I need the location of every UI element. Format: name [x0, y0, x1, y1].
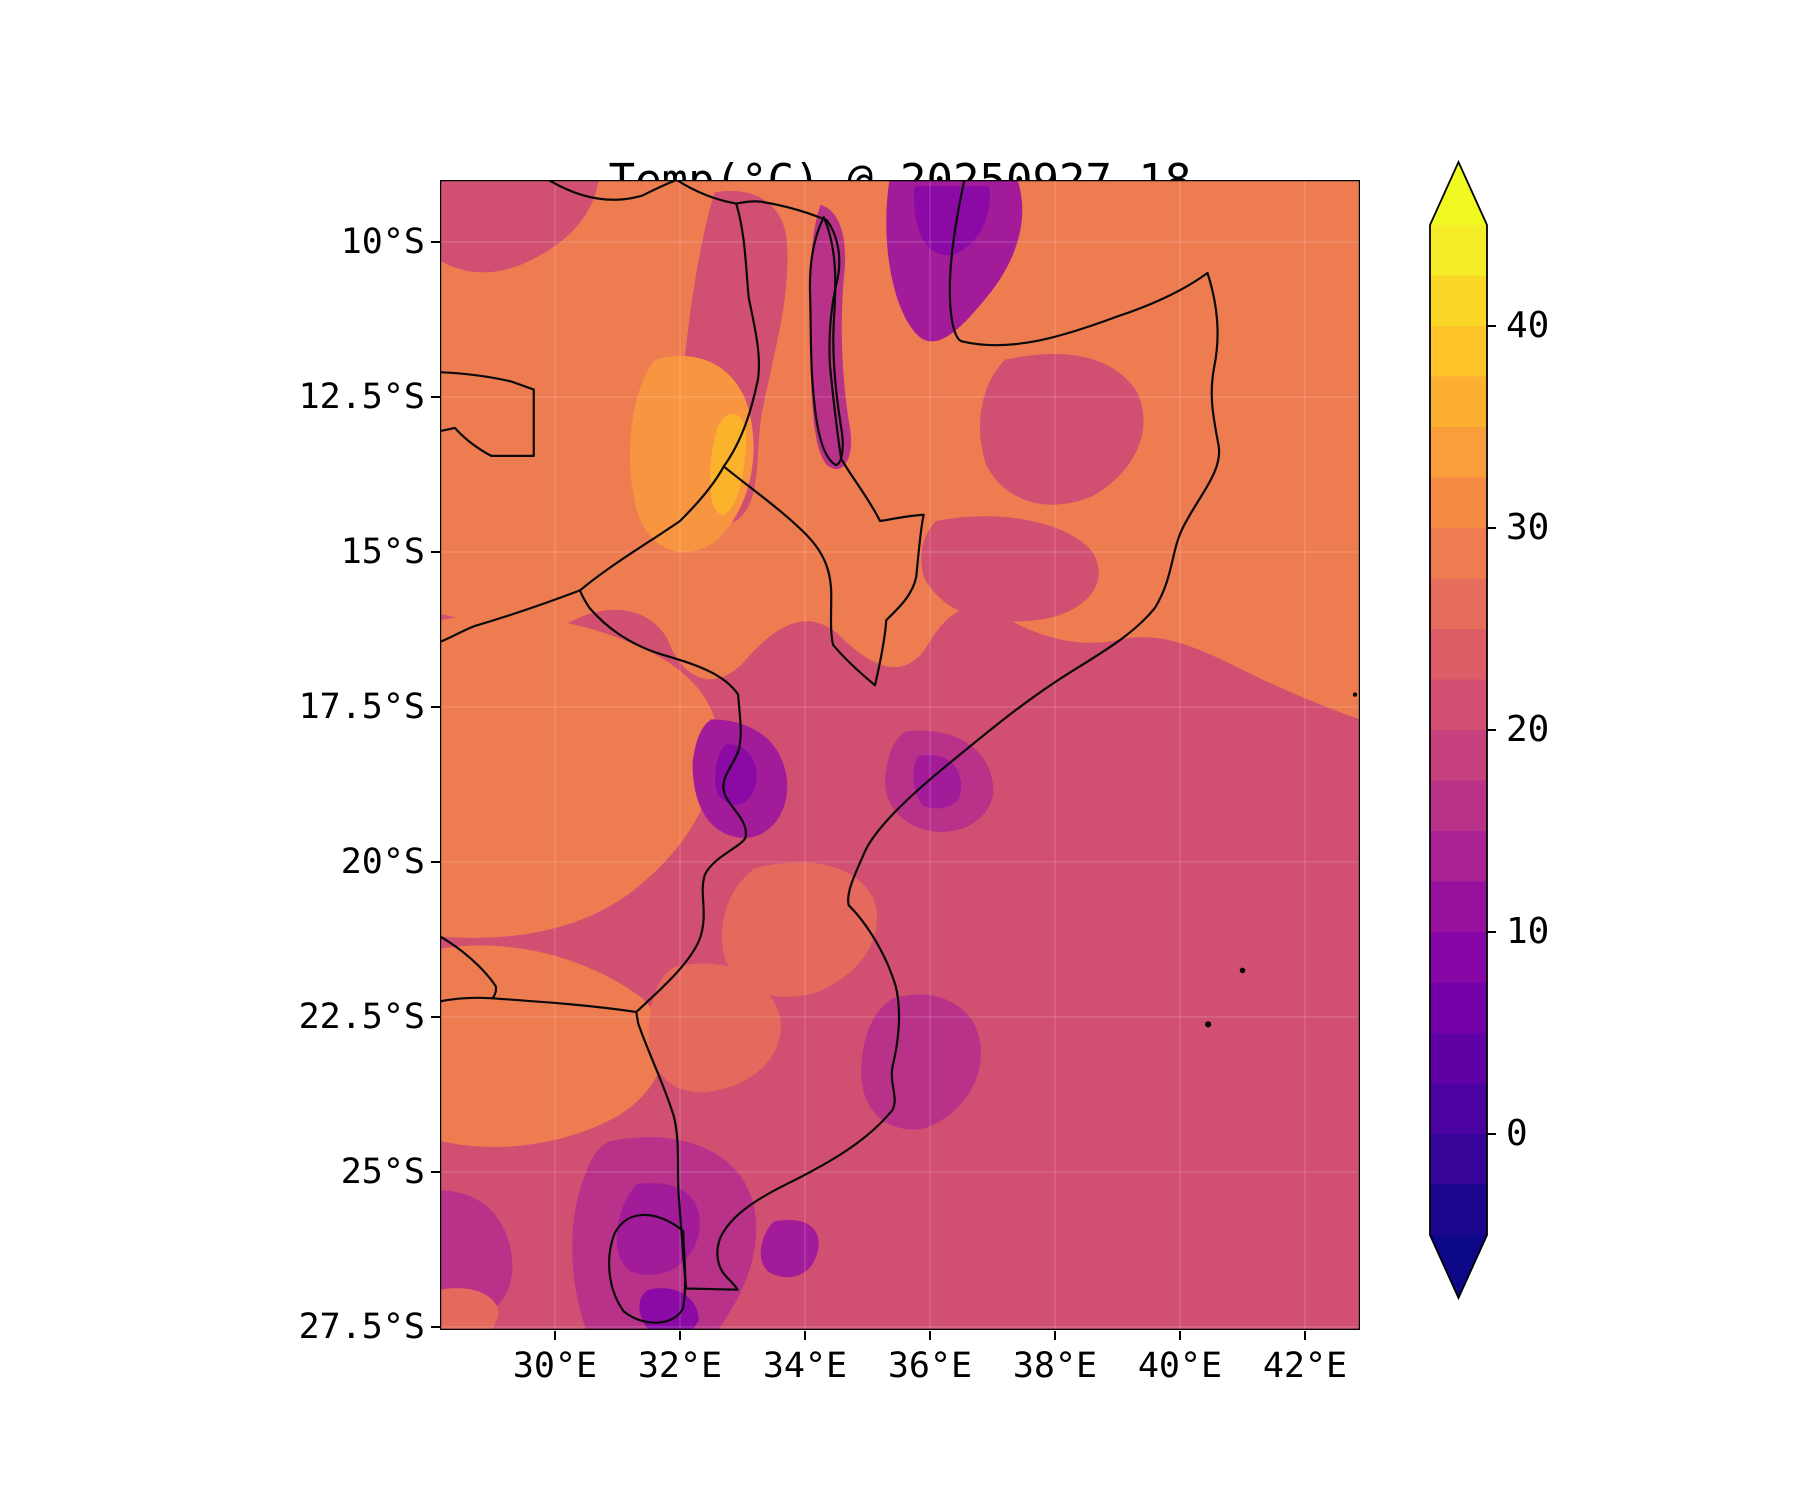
- x-tick-label-36e: 36°E: [887, 1346, 973, 1386]
- colorbar-band: [1430, 679, 1487, 731]
- y-tick-label-15s: 15°S: [340, 532, 425, 572]
- border-tanzania-rovuma: [950, 180, 1208, 345]
- colorbar-band: [1430, 225, 1487, 276]
- x-tick-label-42e: 42°E: [1262, 1346, 1348, 1386]
- border-topleft: [549, 180, 677, 200]
- colorbar-band: [1430, 932, 1487, 983]
- colorbar-band: [1430, 1033, 1487, 1084]
- temp-region-purple-maputo: [760, 1219, 819, 1278]
- colorbar-label-10: 10: [1506, 911, 1550, 952]
- y-tick-label-22-5s: 22.5°S: [298, 997, 425, 1037]
- temperature-map: [440, 180, 1360, 1330]
- temp-region-rose-northeast-2: [921, 516, 1099, 622]
- temp-region-orange-north: [440, 180, 1360, 720]
- temp-region-rose-topleft: [440, 180, 599, 273]
- x-tickmark: [1179, 1331, 1181, 1340]
- temp-region-orange-bottomleft: [440, 1288, 499, 1330]
- y-tick-label-27-5s: 27.5°S: [298, 1307, 425, 1347]
- border-tanzania-zambia: [677, 180, 736, 204]
- border-zambia-zimbabwe: [440, 590, 580, 641]
- colorbar-band: [1430, 831, 1487, 882]
- colorbar-band: [1430, 881, 1487, 933]
- border-malawi-west: [724, 204, 759, 467]
- colorbar-label-20: 20: [1506, 709, 1550, 750]
- y-tickmark: [431, 1171, 440, 1173]
- temp-region-purple-north-core: [914, 186, 990, 256]
- x-tick-label-32e: 32°E: [637, 1346, 723, 1386]
- y-tickmark: [431, 241, 440, 243]
- y-tickmark: [431, 706, 440, 708]
- y-tick-label-12-5s: 12.5°S: [298, 377, 425, 417]
- border-zimbabwe-mozambique: [580, 590, 746, 1012]
- colorbar-band: [1430, 1184, 1487, 1235]
- x-tickmark: [1304, 1331, 1306, 1340]
- colorbar-band: [1430, 275, 1487, 327]
- x-tickmark: [929, 1331, 931, 1340]
- colorbar-label-0: 0: [1506, 1113, 1528, 1154]
- y-tick-label-17-5s: 17.5°S: [298, 687, 425, 727]
- y-tickmark: [431, 1326, 440, 1328]
- temp-region-orange-limpopo: [440, 945, 665, 1147]
- temp-region-orange-save: [722, 862, 877, 997]
- colorbar-over-arrow: [1430, 162, 1487, 225]
- border-southafrica: [636, 1012, 737, 1290]
- colorbar-band: [1430, 578, 1487, 630]
- x-tickmark: [554, 1331, 556, 1340]
- colorbar: [1425, 155, 1505, 1305]
- graticule: [440, 180, 1360, 1330]
- y-tickmark: [431, 551, 440, 553]
- colorbar-label-40: 40: [1506, 305, 1550, 346]
- colorbar-svg: [1429, 159, 1496, 1301]
- island-dot-1: [1239, 967, 1246, 974]
- colorbar-band: [1430, 477, 1487, 529]
- colorbar-band: [1430, 528, 1487, 579]
- colorbar-label-30: 30: [1506, 507, 1550, 548]
- y-tickmark: [431, 861, 440, 863]
- x-tick-label-38e: 38°E: [1012, 1346, 1098, 1386]
- colorbar-band: [1430, 326, 1487, 377]
- coastline-mozambique: [717, 273, 1219, 1290]
- temp-region-orange-zimbabwe: [440, 615, 719, 938]
- border-limpopo: [440, 998, 636, 1012]
- island-dot-2: [1205, 1021, 1212, 1028]
- colorbar-band: [1430, 427, 1487, 478]
- temp-region-purple-coast-south: [861, 994, 981, 1130]
- colorbar-band: [1430, 780, 1487, 832]
- x-tick-label-30e: 30°E: [512, 1346, 598, 1386]
- x-tickmark: [679, 1331, 681, 1340]
- y-tick-label-10s: 10°S: [340, 222, 425, 262]
- colorbar-under-arrow: [1430, 1235, 1487, 1298]
- border-zambia-mozambique: [580, 466, 724, 590]
- border-botswana: [440, 936, 496, 998]
- x-tickmark: [804, 1331, 806, 1340]
- border-congo-pedicle: [440, 372, 534, 456]
- temp-region-purple-highlands-core: [714, 744, 757, 805]
- border-malawi-east: [724, 201, 924, 685]
- colorbar-outline: [1429, 159, 1488, 1301]
- y-tickmark: [431, 396, 440, 398]
- colorbar-band: [1430, 730, 1487, 781]
- temp-region-yellow-streak: [710, 414, 747, 515]
- country-borders: [440, 180, 1358, 1323]
- temp-region-rose-northeast-1: [979, 353, 1144, 505]
- border-eswatini: [609, 1215, 685, 1323]
- y-tick-label-20s: 20°S: [340, 842, 425, 882]
- colorbar-band: [1430, 376, 1487, 428]
- y-tickmark: [431, 1016, 440, 1018]
- y-tick-label-25s: 25°S: [340, 1152, 425, 1192]
- colorbar-band: [1430, 1083, 1487, 1135]
- colorbar-band: [1430, 1134, 1487, 1185]
- map-plot-area: [440, 180, 1360, 1330]
- island-dot-3: [1352, 692, 1358, 697]
- colorbar-band: [1430, 982, 1487, 1034]
- lake-malawi-outline: [810, 217, 843, 465]
- temp-region-purple-center-core: [913, 754, 962, 809]
- x-tickmark: [1054, 1331, 1056, 1340]
- x-tick-label-34e: 34°E: [762, 1346, 848, 1386]
- colorbar-band: [1430, 629, 1487, 680]
- x-tick-label-40e: 40°E: [1137, 1346, 1223, 1386]
- temp-region-orange-south-interior: [648, 963, 781, 1093]
